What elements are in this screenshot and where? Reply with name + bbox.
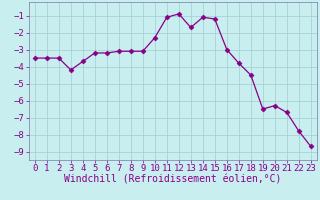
X-axis label: Windchill (Refroidissement éolien,°C): Windchill (Refroidissement éolien,°C) [64,175,282,185]
